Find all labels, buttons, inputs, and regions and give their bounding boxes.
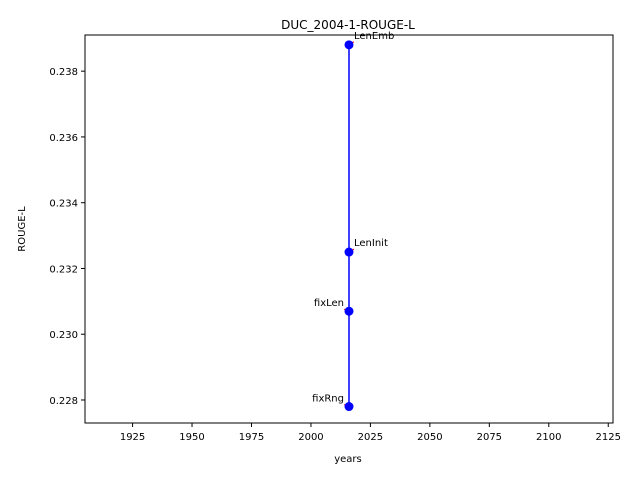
y-tick-label: 0.232 bbox=[49, 264, 78, 275]
x-tick-label: 2125 bbox=[596, 432, 621, 443]
x-tick-label: 1925 bbox=[120, 432, 145, 443]
data-label: fixRng bbox=[312, 394, 344, 405]
x-tick-label: 1950 bbox=[179, 432, 204, 443]
x-tick-label: 2050 bbox=[417, 432, 442, 443]
y-tick-label: 0.238 bbox=[49, 67, 78, 78]
y-tick-label: 0.230 bbox=[49, 330, 78, 341]
data-label: fixLen bbox=[314, 298, 344, 309]
y-tick-label: 0.228 bbox=[49, 396, 78, 407]
x-axis-label: years bbox=[334, 454, 362, 465]
data-label: LenInit bbox=[354, 238, 388, 249]
data-point bbox=[344, 247, 354, 257]
x-tick-label: 2000 bbox=[298, 432, 323, 443]
data-point bbox=[344, 402, 354, 412]
plot-frame bbox=[84, 34, 614, 424]
data-point bbox=[344, 40, 354, 50]
x-tick-label: 2100 bbox=[536, 432, 561, 443]
y-tick-label: 0.234 bbox=[49, 199, 78, 210]
y-axis-label: ROUGE-L bbox=[17, 206, 28, 252]
y-tick-label: 0.236 bbox=[49, 133, 78, 144]
data-point bbox=[344, 306, 354, 316]
chart-title: DUC_2004-1-ROUGE-L bbox=[281, 18, 415, 32]
x-tick-label: 2025 bbox=[358, 432, 383, 443]
data-label: LenEmb bbox=[354, 31, 394, 42]
x-tick-label: 1975 bbox=[239, 432, 264, 443]
x-tick-label: 2075 bbox=[477, 432, 502, 443]
